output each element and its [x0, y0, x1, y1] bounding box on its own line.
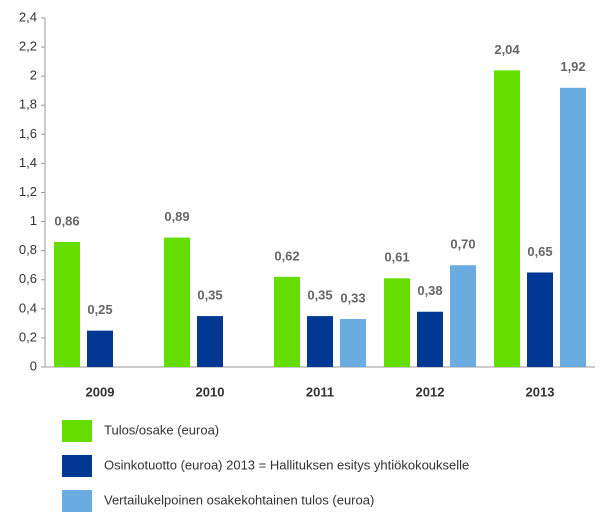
value-label: 1,92 [560, 59, 585, 74]
value-label: 0,62 [274, 248, 299, 263]
x-tick-label: 2010 [196, 384, 225, 399]
y-tick-label: 2 [30, 68, 37, 83]
x-tick-label: 2009 [86, 384, 115, 399]
y-tick-label: 0,2 [19, 329, 37, 344]
bar [494, 70, 520, 367]
bar [54, 241, 80, 367]
y-tick-label: 2,4 [19, 9, 37, 24]
bar [197, 316, 223, 367]
bar [527, 272, 553, 367]
y-tick-label: 1,6 [19, 126, 37, 141]
value-label: 2,04 [494, 42, 520, 57]
value-label: 0,33 [340, 290, 365, 305]
value-label: 0,35 [307, 288, 332, 303]
legend-swatch [62, 455, 92, 477]
legend-label: Osinkotuotto (euroa) 2013 = Hallituksen … [104, 457, 469, 472]
x-tick-label: 2013 [526, 384, 555, 399]
bar [384, 278, 410, 367]
value-label: 0,38 [417, 283, 442, 298]
value-label: 0,25 [87, 302, 112, 317]
y-tick-label: 0,8 [19, 242, 37, 257]
value-label: 0,86 [54, 213, 79, 228]
bar [340, 319, 366, 367]
legend-label: Vertailukelpoinen osakekohtainen tulos (… [104, 492, 374, 507]
y-tick-label: 0,4 [19, 300, 37, 315]
value-label: 0,61 [384, 250, 409, 265]
bar [87, 330, 113, 367]
bar [164, 237, 190, 367]
x-tick-label: 2011 [306, 384, 334, 399]
y-tick-label: 2,2 [19, 39, 37, 54]
legend-label: Tulos/osake (euroa) [104, 422, 219, 437]
y-tick-label: 1 [30, 213, 37, 228]
bar [560, 87, 586, 368]
legend-swatch [62, 420, 92, 442]
value-label: 0,89 [164, 209, 189, 224]
bar [450, 265, 476, 367]
y-tick-label: 0,6 [19, 271, 37, 286]
y-tick-label: 0 [30, 358, 37, 373]
bar [417, 311, 443, 367]
y-tick-label: 1,8 [19, 97, 37, 112]
value-label: 0,65 [527, 244, 552, 259]
bar [307, 316, 333, 367]
value-label: 0,35 [197, 288, 222, 303]
legend-swatch [62, 490, 92, 512]
y-tick-label: 1,2 [19, 184, 37, 199]
x-tick-label: 2012 [416, 384, 445, 399]
y-tick-label: 1,4 [19, 155, 37, 170]
bar [274, 276, 300, 367]
value-label: 0,70 [450, 237, 475, 252]
